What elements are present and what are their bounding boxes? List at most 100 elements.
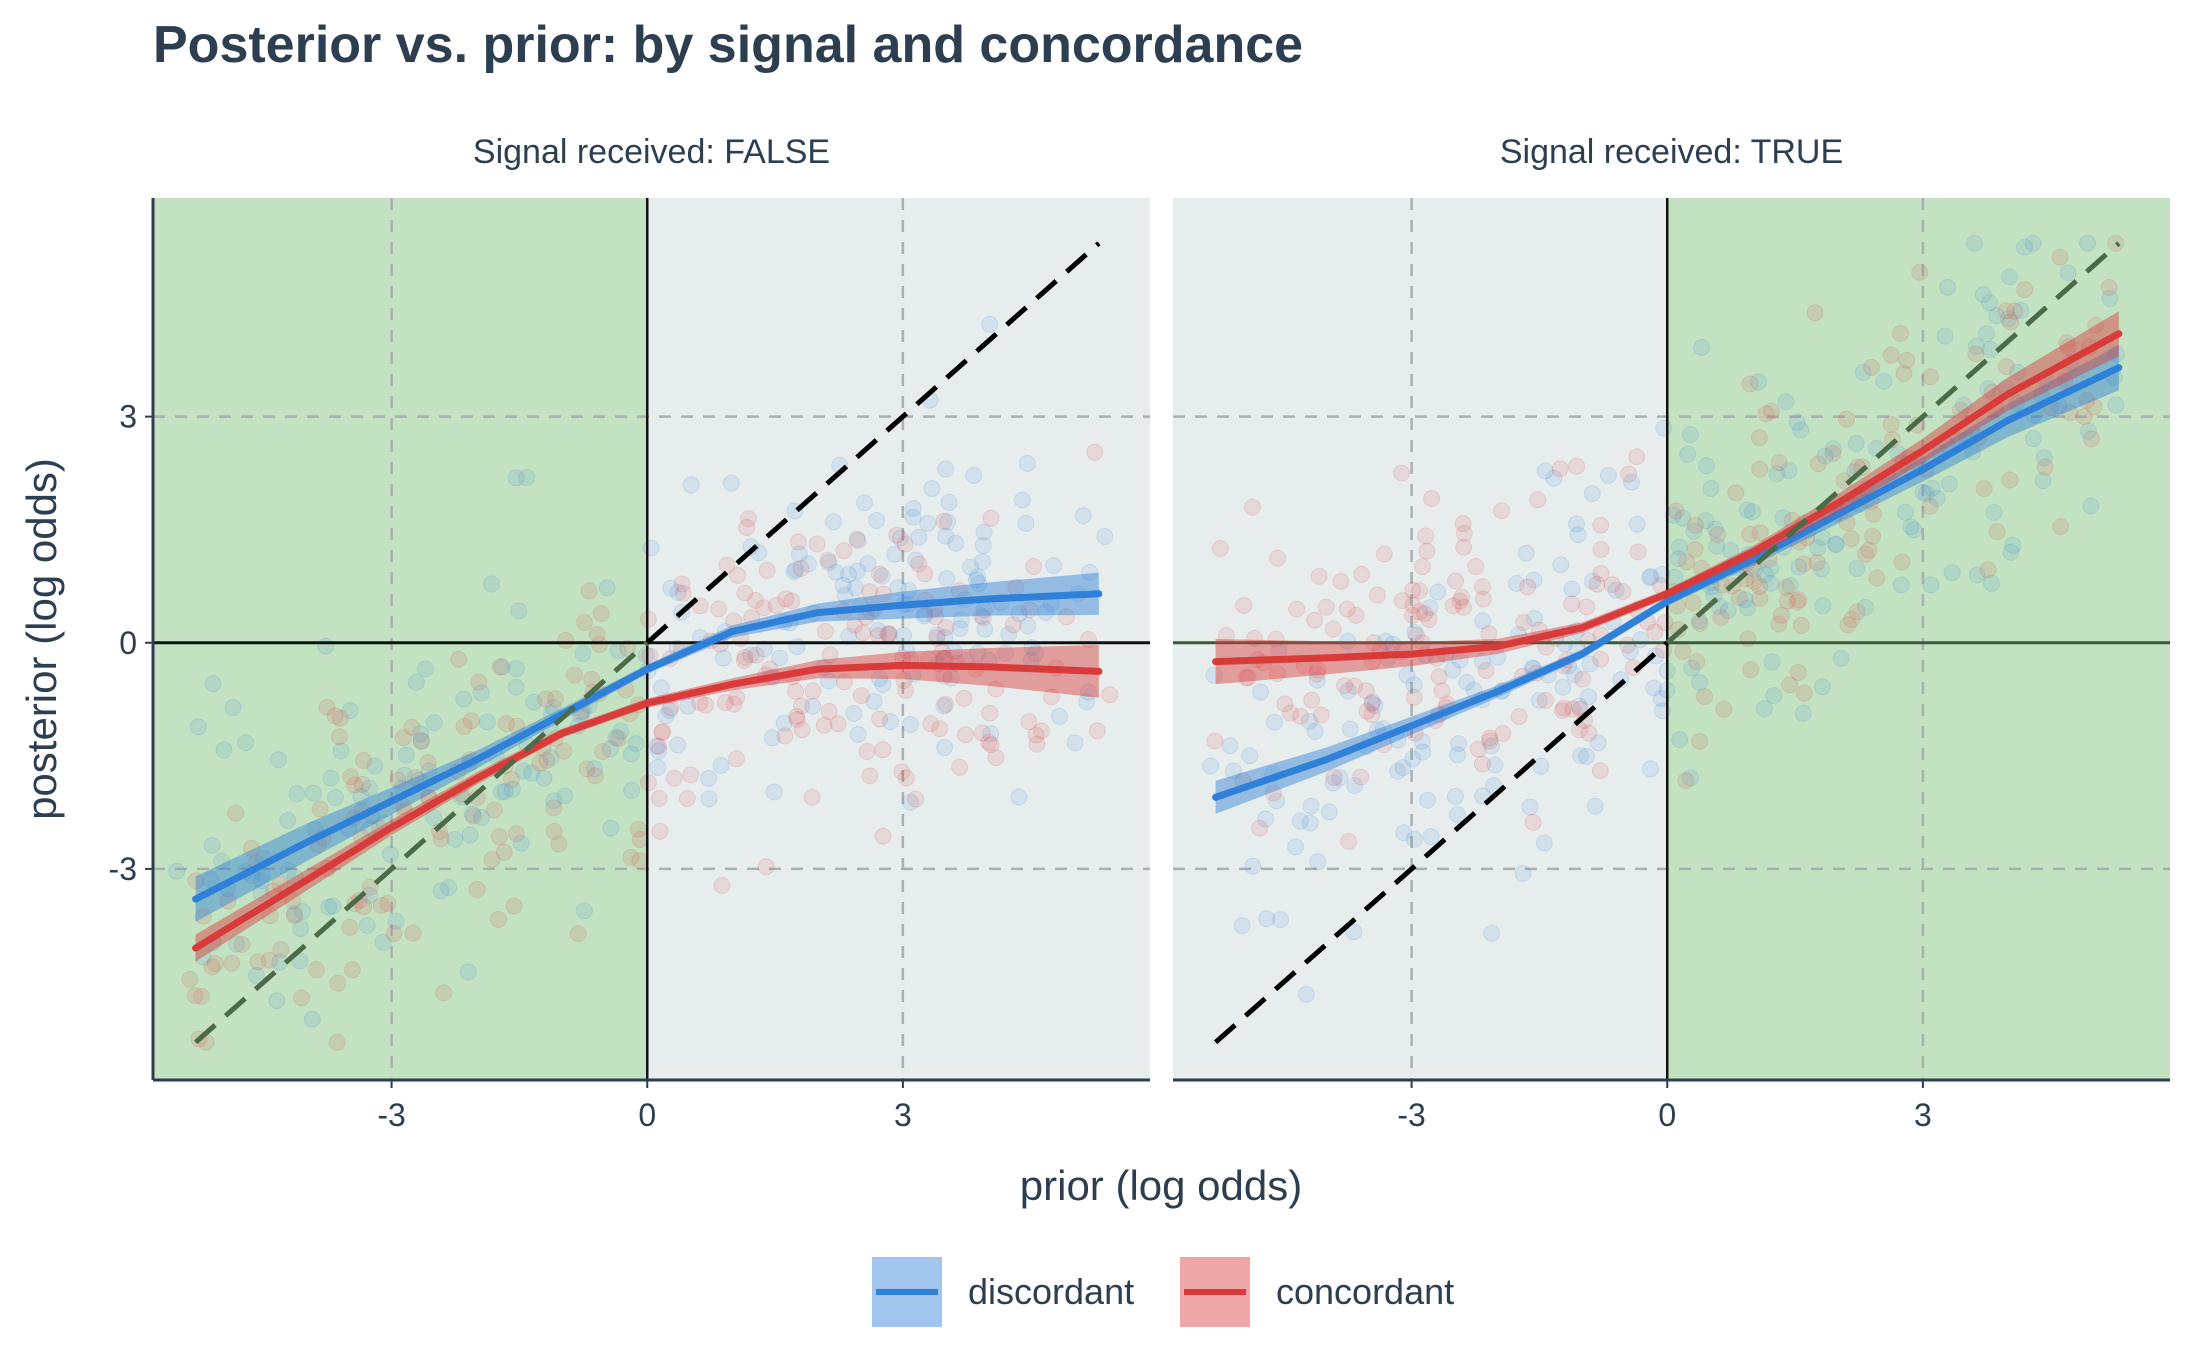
scatter-point xyxy=(545,792,563,810)
scatter-point xyxy=(1857,545,1875,563)
scatter-point xyxy=(901,793,919,811)
x-axis-title: prior (log odds) xyxy=(1020,1162,1302,1209)
x-tick-label: -3 xyxy=(1397,1097,1425,1133)
scatter-point xyxy=(1589,734,1607,752)
scatter-point xyxy=(497,715,515,733)
scatter-point xyxy=(956,726,974,744)
scatter-point xyxy=(1581,655,1599,673)
scatter-point xyxy=(1419,791,1437,809)
scatter-point xyxy=(1563,595,1581,613)
scatter-point xyxy=(545,799,563,817)
scatter-point xyxy=(326,789,344,807)
scatter-point xyxy=(1715,700,1733,718)
scatter-point xyxy=(332,742,350,760)
scatter-point xyxy=(1473,755,1491,773)
scatter-point xyxy=(1965,234,1983,252)
scatter-point xyxy=(1777,578,1795,596)
scatter-point xyxy=(531,754,549,772)
scatter-point xyxy=(1532,757,1550,775)
scatter-point xyxy=(1905,521,1923,539)
scatter-point xyxy=(1983,574,2001,592)
scatter-point xyxy=(588,625,606,643)
scatter-point xyxy=(1719,602,1737,620)
scatter-point xyxy=(871,565,889,583)
scatter-point xyxy=(1411,582,1429,600)
scatter-point xyxy=(1914,484,1932,502)
y-tick-label: 0 xyxy=(119,625,137,661)
scatter-point xyxy=(387,912,405,930)
scatter-point xyxy=(1269,549,1287,567)
scatter-point xyxy=(1778,592,1796,610)
scatter-point xyxy=(2079,234,2097,252)
panel-plot-area xyxy=(1173,198,2170,1080)
scatter-point xyxy=(722,474,740,492)
shaded-region xyxy=(1667,198,2170,1080)
scatter-point xyxy=(1954,396,1972,414)
scatter-point xyxy=(322,769,340,787)
scatter-point xyxy=(1013,491,1031,509)
scatter-point xyxy=(919,514,937,532)
scatter-point xyxy=(736,584,754,602)
scatter-point xyxy=(682,766,700,784)
scatter-point xyxy=(272,940,290,958)
scatter-point xyxy=(204,675,222,693)
scatter-point xyxy=(1679,445,1697,463)
scatter-point xyxy=(1997,358,2015,376)
scatter-point xyxy=(510,602,528,620)
x-tick-label: 0 xyxy=(1658,1097,1676,1133)
scatter-point xyxy=(808,535,826,553)
scatter-point xyxy=(1795,555,1813,573)
scatter-point xyxy=(1943,564,1961,582)
scatter-point xyxy=(555,742,573,760)
scatter-point xyxy=(1988,307,2006,325)
scatter-point xyxy=(1646,623,1664,641)
scatter-point xyxy=(972,607,990,625)
scatter-point xyxy=(739,510,757,528)
scatter-point xyxy=(1363,693,1381,711)
scatter-point xyxy=(729,566,747,584)
scatter-point xyxy=(1033,722,1051,740)
scatter-point xyxy=(848,530,866,548)
scatter-point xyxy=(489,910,507,928)
scatter-point xyxy=(1865,505,1883,523)
scatter-point xyxy=(542,749,560,767)
scatter-point xyxy=(2006,302,2024,320)
scatter-point xyxy=(1078,693,1096,711)
scatter-point xyxy=(233,936,251,954)
identity-line-segment xyxy=(1665,241,2121,645)
scatter-point xyxy=(1404,581,1422,599)
scatter-point xyxy=(181,970,199,988)
scatter-point xyxy=(473,808,491,826)
scatter-point xyxy=(381,845,399,863)
scatter-point xyxy=(1780,462,1798,480)
scatter-point xyxy=(227,935,245,953)
scatter-point xyxy=(654,723,672,741)
scatter-point xyxy=(468,881,486,899)
scatter-point xyxy=(1420,610,1438,628)
scatter-point xyxy=(507,825,525,843)
scatter-point xyxy=(361,779,379,797)
scatter-point xyxy=(1863,358,1881,376)
scatter-point xyxy=(1433,682,1451,700)
scatter-point xyxy=(206,955,224,973)
scatter-point xyxy=(788,708,806,726)
scatter-point xyxy=(389,771,407,789)
scatter-point xyxy=(1592,564,1610,582)
scatter-point xyxy=(1730,589,1748,607)
scatter-point xyxy=(1952,401,1970,419)
x-tick-label: -3 xyxy=(377,1097,405,1133)
scatter-point xyxy=(1554,678,1572,696)
scatter-point xyxy=(1967,337,1985,355)
scatter-point xyxy=(407,673,425,691)
scatter-point xyxy=(1291,812,1309,830)
scatter-point xyxy=(1568,515,1586,533)
scatter-point xyxy=(1570,697,1588,715)
scatter-point xyxy=(840,627,858,645)
scatter-point xyxy=(789,533,807,551)
scatter-point xyxy=(1312,706,1330,724)
scatter-point xyxy=(203,836,221,854)
scatter-point xyxy=(888,526,906,544)
scatter-point xyxy=(868,511,886,529)
scatter-point xyxy=(942,669,960,687)
scatter-point xyxy=(1882,346,1900,364)
